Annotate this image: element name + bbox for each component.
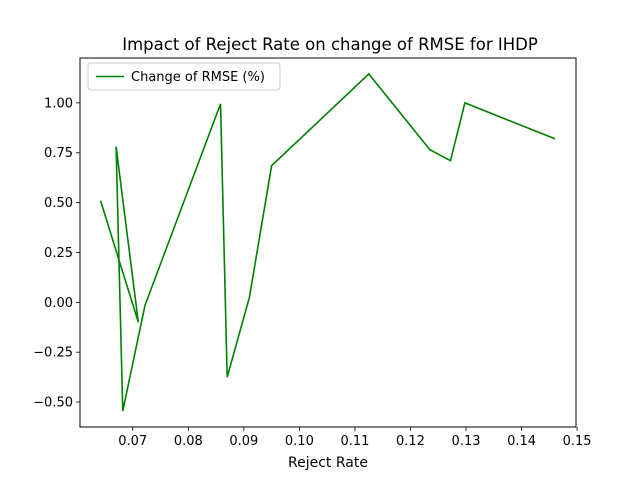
x-axis-label: Reject Rate [288,455,368,471]
x-tick-label: 0.09 [229,434,258,449]
x-tick-label: 0.15 [563,434,592,449]
x-tick-label: 0.12 [396,434,425,449]
y-tick-label: 0.75 [44,146,73,161]
x-axis: 0.07 0.08 0.09 0.10 0.11 0.12 0.13 0.14 0.15 [118,427,592,449]
x-tick-label: 0.10 [285,434,314,449]
x-tick-label: 0.14 [507,434,536,449]
x-tick-label: 0.11 [340,434,369,449]
series-layer [99,72,556,412]
y-tick-label: 1.00 [44,96,73,111]
plot-area [79,57,577,428]
y-tick-label: 0.50 [44,196,73,211]
x-tick-label: 0.13 [452,434,481,449]
x-tick-label: 0.07 [118,434,147,449]
legend-box [87,62,281,91]
legend: Change of RMSE (%) [87,62,281,91]
x-tick-label: 0.08 [174,434,203,449]
y-tick-label: 0.00 [44,296,73,311]
y-tick-label: −0.50 [33,396,73,411]
series-line [99,72,556,412]
y-axis: −0.50 −0.25 0.00 0.25 0.50 0.75 1.00 [33,96,80,411]
y-tick-label: −0.25 [33,346,73,361]
y-tick-label: 0.25 [44,246,73,261]
legend-label: Change of RMSE (%) [131,70,265,85]
chart-title: Impact of Reject Rate on change of RMSE … [122,35,538,54]
axes-frame [79,57,577,428]
